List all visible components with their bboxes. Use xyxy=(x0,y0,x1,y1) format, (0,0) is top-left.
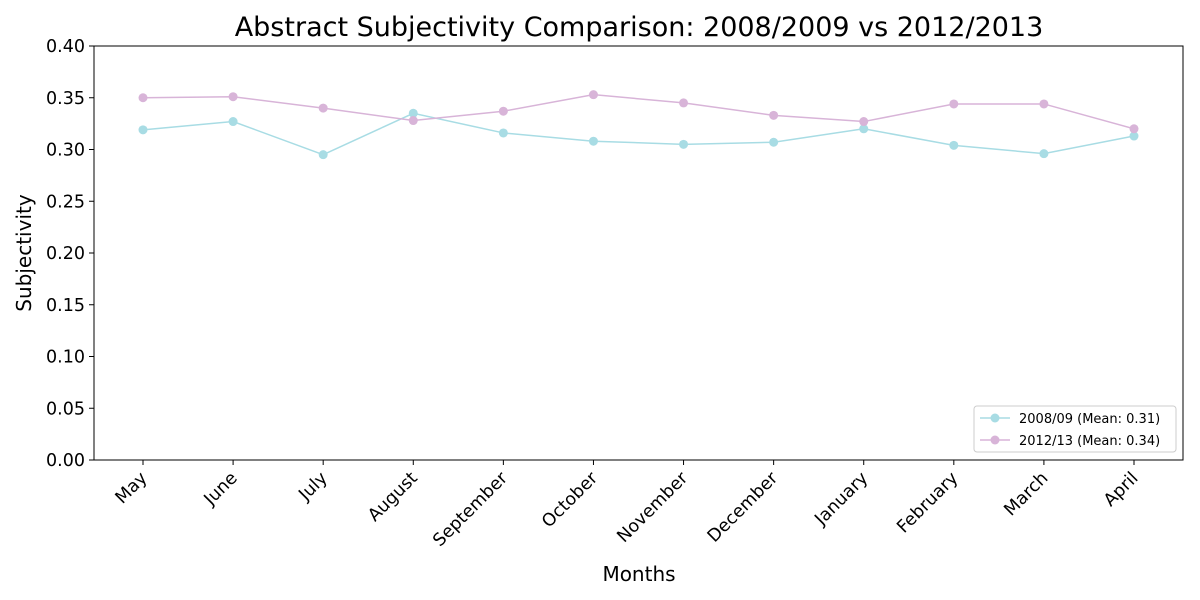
legend-label-series-1: 2008/09 (Mean: 0.31) xyxy=(1019,412,1160,427)
series-2-point xyxy=(498,106,508,116)
series-2-point xyxy=(679,98,689,108)
x-axis-title: Months xyxy=(602,562,675,586)
series-1-point xyxy=(1129,131,1139,141)
legend: 2008/09 (Mean: 0.31) 2012/13 (Mean: 0.34… xyxy=(973,405,1177,453)
series-layer xyxy=(138,90,1139,160)
series-1-point xyxy=(679,139,689,149)
series-line-1 xyxy=(142,112,1135,156)
series-1-point xyxy=(769,137,779,147)
series-1-point xyxy=(1039,149,1049,159)
series-2-point xyxy=(1039,99,1049,109)
series-1-point xyxy=(498,128,508,138)
series-line-2 xyxy=(142,93,1135,130)
y-tick-label: 0.30 xyxy=(46,141,85,161)
chart-title: Abstract Subjectivity Comparison: 2008/2… xyxy=(235,12,1044,43)
series-1-point xyxy=(588,136,598,146)
y-tick-label: 0.20 xyxy=(46,244,85,264)
series-1-point xyxy=(318,150,328,160)
y-tick-label: 0.35 xyxy=(46,89,85,109)
legend-marker-series-2 xyxy=(990,435,1000,445)
series-2-point xyxy=(318,103,328,113)
series-2-point xyxy=(949,99,959,109)
series-2-point xyxy=(1129,124,1139,134)
legend-marker-series-1 xyxy=(990,413,1000,423)
series-1-point xyxy=(138,125,148,135)
series-2-point xyxy=(138,93,148,103)
series-1-point xyxy=(949,140,959,150)
y-tick-label: 0.25 xyxy=(46,192,85,212)
y-tick-label: 0.00 xyxy=(46,451,85,471)
y-tick-label: 0.10 xyxy=(46,348,85,368)
series-2-point xyxy=(228,92,238,102)
series-2-point xyxy=(859,117,869,127)
series-1-point xyxy=(859,124,869,134)
series-2-point xyxy=(588,90,598,100)
series-1-point xyxy=(228,117,238,127)
series-2-point xyxy=(769,110,779,120)
legend-label-series-2: 2012/13 (Mean: 0.34) xyxy=(1019,434,1160,449)
y-tick-label: 0.05 xyxy=(46,399,85,419)
series-1-point xyxy=(408,108,418,118)
y-tick-label: 0.40 xyxy=(46,37,85,57)
y-axis-title: Subjectivity xyxy=(12,194,36,312)
y-axis: 0.00 0.05 0.10 0.15 0.20 0.25 0.30 0.35 0.40 xyxy=(46,37,94,471)
y-tick-label: 0.15 xyxy=(46,296,85,316)
legend-frame xyxy=(973,405,1177,453)
series-2-point xyxy=(408,116,418,126)
